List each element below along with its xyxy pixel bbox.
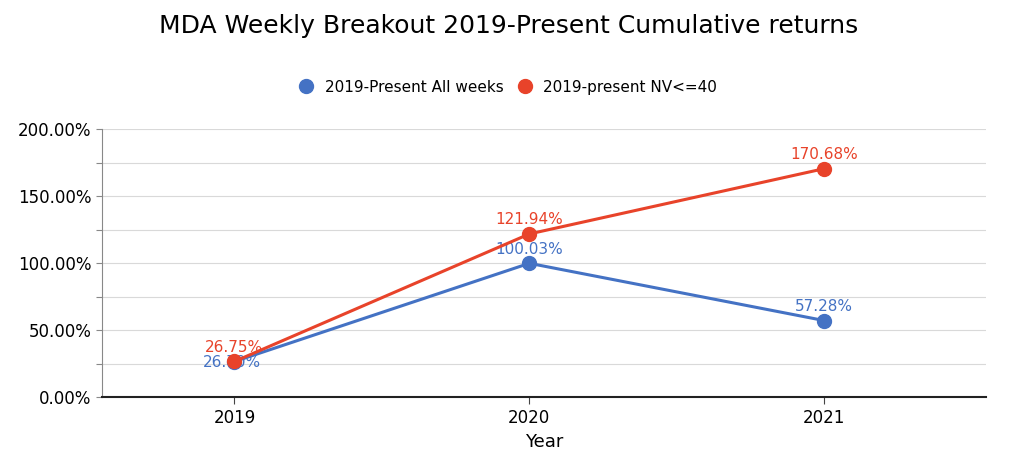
X-axis label: Year: Year [525, 433, 563, 451]
2019-Present All weeks [229, 359, 241, 365]
2019-Present All weeks [819, 318, 831, 323]
Text: 26.75%: 26.75% [205, 340, 263, 355]
2019-present NV<=40 [229, 359, 241, 364]
2019-present NV<=40 [819, 166, 831, 171]
Legend: 2019-Present All weeks, 2019-present NV<=40: 2019-Present All weeks, 2019-present NV<… [296, 75, 721, 100]
Text: 26.70%: 26.70% [202, 355, 260, 370]
2019-present NV<=40 [523, 231, 535, 237]
Line: 2019-Present All weeks: 2019-Present All weeks [228, 256, 831, 369]
Text: 170.68%: 170.68% [790, 147, 858, 162]
Text: MDA Weekly Breakout 2019-Present Cumulative returns: MDA Weekly Breakout 2019-Present Cumulat… [159, 14, 858, 38]
Text: 121.94%: 121.94% [495, 212, 563, 227]
Line: 2019-present NV<=40: 2019-present NV<=40 [228, 162, 831, 368]
Text: 57.28%: 57.28% [795, 299, 853, 314]
Text: 100.03%: 100.03% [495, 242, 563, 256]
2019-Present All weeks [523, 261, 535, 266]
